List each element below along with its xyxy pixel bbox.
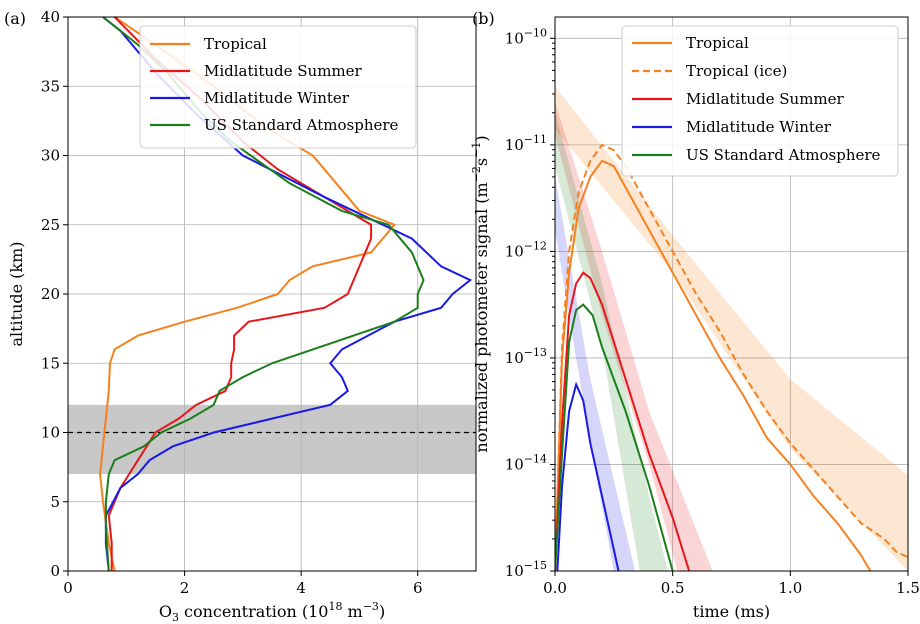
legend-label-1: Midlatitude Summer (204, 62, 363, 80)
y-tick-label: 35 (41, 77, 60, 95)
legend-label-2: Midlatitude Summer (686, 90, 845, 108)
label-part: −14 (524, 452, 547, 465)
legend-label-3: US Standard Atmosphere (204, 116, 399, 134)
y-tick-label: 15 (41, 354, 60, 372)
x-tick-label: 0.5 (661, 579, 685, 597)
series-line-4 (555, 303, 674, 571)
y-tick-label: 10−14 (505, 452, 547, 473)
x-tick-label: 2 (180, 579, 190, 597)
band-0 (555, 86, 908, 571)
y-tick-label: 30 (41, 147, 60, 165)
label-part: ) (472, 135, 491, 141)
label-part: 18 (328, 600, 342, 613)
label-part: 10 (505, 136, 524, 154)
series-line-1 (107, 16, 373, 571)
y-axis-label: altitude (km) (7, 241, 26, 346)
label-part: 10 (505, 562, 524, 580)
y-tick-label: 10−11 (505, 133, 547, 154)
x-tick-label: 1.5 (896, 579, 920, 597)
x-tick-label: 4 (296, 579, 306, 597)
label-part: 10 (505, 349, 524, 367)
series-line-1 (555, 143, 908, 571)
x-tick-label: 0 (63, 579, 73, 597)
legend-label-3: Midlatitude Winter (686, 118, 832, 136)
panel-b: 0.0 0.5 1.0 1.510−1010−1110−1210−1310−1410−… (470, 9, 920, 621)
y-tick-label: 10−10 (505, 26, 547, 47)
y-tick-label: 10−15 (505, 559, 547, 580)
label-part: 3 (172, 611, 179, 624)
x-axis-label: time (ms) (693, 602, 770, 621)
label-part: 10 (505, 242, 524, 260)
x-tick-label: 0.0 (543, 579, 567, 597)
label-part: −3 (363, 600, 379, 613)
y-tick-label: 10−13 (505, 346, 547, 367)
legend-label-1: Tropical (ice) (686, 62, 787, 80)
series-line-0 (555, 159, 872, 571)
label-part: −11 (524, 133, 547, 146)
legend-label-4: US Standard Atmosphere (686, 146, 881, 164)
y-tick-label: 10−12 (505, 239, 547, 260)
label-part: ) (379, 602, 385, 621)
y-tick-label: 40 (41, 8, 60, 26)
label-part: 10 (505, 455, 524, 473)
x-tick-label: 1.0 (778, 579, 802, 597)
panel-a: 0 2 4 6 0 5 10 15 20 25 30 35 40 (a) O3 concentration … (4, 8, 477, 624)
label-part: m (342, 602, 362, 621)
label-part: −13 (524, 346, 547, 359)
label-part: −15 (524, 559, 547, 572)
series-line-3 (102, 16, 425, 572)
series-line-2 (555, 271, 691, 571)
tropopause-band (68, 404, 476, 475)
label-part: normalized photometer signal (m (472, 182, 491, 452)
y-tick-label: 5 (50, 493, 60, 511)
y-tick-label: 10 (41, 424, 60, 442)
legend-box (621, 25, 899, 177)
y-tick-label: 25 (41, 216, 60, 234)
y-axis-label: normalized photometer signal (m−2s−1) (470, 135, 491, 452)
legend-label-0: Tropical (686, 34, 749, 52)
label-part: 10 (505, 29, 524, 47)
x-tick-label: 6 (413, 579, 423, 597)
label-part: s (472, 158, 491, 166)
label-part: −12 (524, 239, 547, 252)
y-tick-label: 0 (50, 562, 60, 580)
x-axis-label: O3 concentration (1018 m−3) (159, 600, 385, 624)
label-part: concentration (10 (179, 602, 329, 621)
label-part: O (159, 602, 172, 621)
label-part: −1 (470, 142, 483, 158)
label-part: −10 (524, 26, 547, 39)
panel-label-b: (b) (472, 9, 495, 28)
series-line-0 (99, 16, 397, 572)
series-line-3 (556, 381, 620, 571)
legend-box (139, 25, 417, 149)
legend-label-0: Tropical (204, 35, 267, 53)
legend-label-2: Midlatitude Winter (204, 89, 350, 107)
y-tick-label: 20 (41, 285, 60, 303)
series-lines (555, 143, 908, 571)
panel-label-a: (a) (4, 9, 26, 28)
label-part: −2 (470, 166, 483, 182)
